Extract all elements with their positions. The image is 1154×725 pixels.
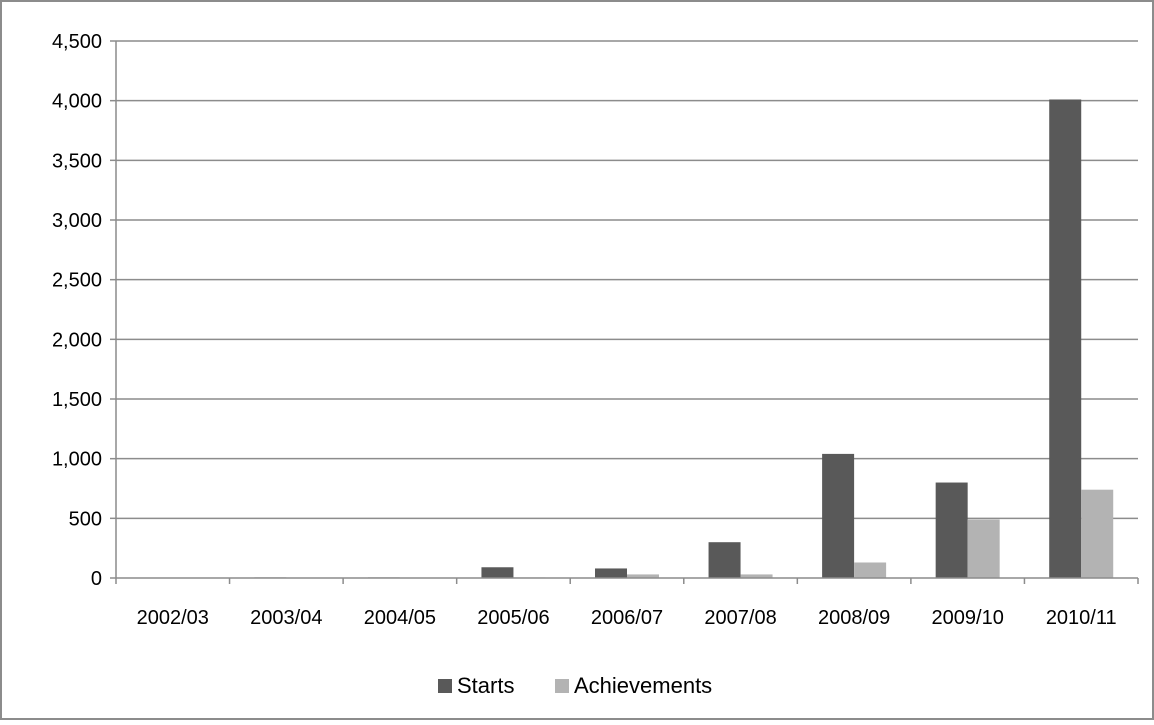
x-tick-label: 2003/04 (250, 607, 322, 629)
axes: 0 500 1,000 1,500 2,000 2,500 3,000 3,500 4,000 4… (52, 31, 1139, 629)
bar-achievements-2009-10 (967, 519, 1000, 578)
x-tick-label: 2002/03 (137, 607, 209, 629)
legend: Starts Achievements (438, 673, 712, 698)
x-tick-label: 2007/08 (704, 607, 776, 629)
y-tick-label: 3,500 (52, 150, 102, 172)
legend-label-starts: Starts (457, 673, 514, 698)
x-tick-label: 2010/11 (1046, 607, 1117, 629)
bar-starts-2005-06 (481, 567, 514, 578)
bar-achievements-2006-07 (627, 574, 659, 578)
y-tick-label: 4,000 (52, 91, 102, 113)
bar-achievements-2008-09 (854, 562, 887, 578)
x-tick-label: 2009/10 (932, 607, 1004, 629)
x-tick-label: 2008/09 (818, 607, 890, 629)
y-tick-label: 3,000 (52, 210, 102, 232)
y-tick-label: 500 (69, 508, 102, 530)
legend-swatch-starts (438, 679, 452, 693)
bar-starts-2008-09 (822, 453, 855, 578)
y-tick-label: 2,500 (52, 270, 102, 292)
y-tick-label: 0 (91, 568, 102, 590)
legend-label-achievements: Achievements (574, 673, 712, 698)
x-tick-label: 2006/07 (591, 607, 663, 629)
x-tick-label: 2004/05 (364, 607, 436, 629)
bars (254, 99, 1114, 579)
bar-starts-2010-11 (1049, 99, 1082, 579)
y-tick-label: 1,500 (52, 389, 102, 411)
x-tick-label: 2005/06 (477, 607, 549, 629)
y-tick-label: 2,000 (52, 329, 102, 351)
y-tick-label: 1,000 (52, 449, 102, 471)
bar-starts-2006-07 (595, 568, 627, 578)
bar-starts-2007-08 (708, 542, 741, 578)
bar-achievements-2007-08 (740, 574, 773, 578)
bar-achievements-2010-11 (1081, 489, 1114, 578)
bar-starts-2009-10 (935, 482, 968, 578)
y-tick-label: 4,500 (52, 31, 102, 53)
legend-swatch-achievements (555, 679, 569, 693)
